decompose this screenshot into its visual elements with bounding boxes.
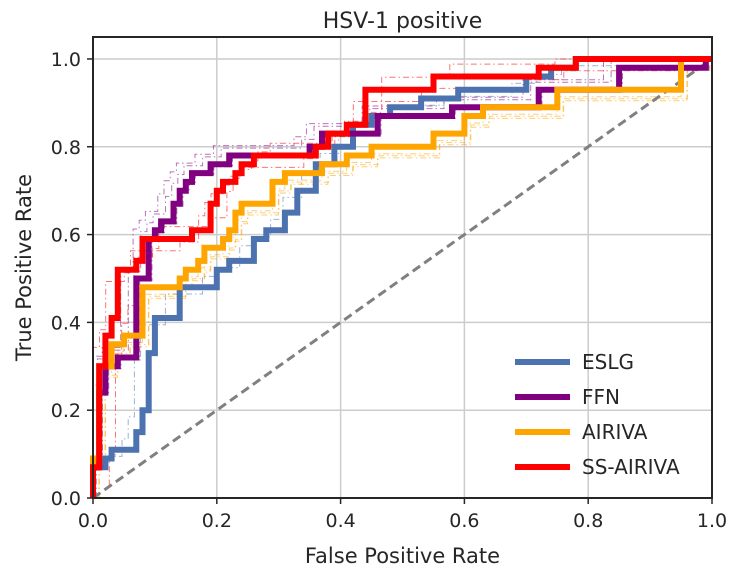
y-tick-label: 0.6 [51, 225, 81, 247]
axis-ticks: 0.0 0.2 0.4 0.6 0.8 1.0 0.0 0.2 0.4 0.6 0.8 1.0 [51, 49, 727, 532]
y-tick-label: 0.0 [51, 488, 81, 510]
x-tick-label: 0.8 [573, 510, 603, 532]
y-axis-title: True Positive Rate [12, 174, 36, 362]
y-tick-label: 0.8 [51, 137, 81, 159]
plot-frame [92, 36, 713, 499]
y-tick-label: 0.2 [51, 400, 81, 422]
legend-label-airiva: AIRIVA [582, 420, 648, 444]
y-tick-label: 1.0 [51, 49, 81, 71]
series-lines [90, 56, 713, 500]
x-tick-label: 0.6 [449, 510, 479, 532]
series-line-airiva [90, 56, 712, 498]
fold-curve-airiva [98, 67, 712, 498]
chart-title: HSV-1 positive [323, 9, 483, 34]
legend-label-eslg: ESLG [582, 350, 634, 374]
legend-label-ffn: FFN [582, 385, 620, 409]
x-tick-label: 0.4 [325, 510, 355, 532]
legend-label-ss-airiva: SS-AIRIVA [582, 455, 680, 479]
diagonal-reference-line [92, 57, 713, 500]
x-axis-title: False Positive Rate [305, 544, 500, 568]
x-tick-label: 0.2 [202, 510, 232, 532]
x-tick-label: 0.0 [78, 510, 108, 532]
y-tick-label: 0.4 [51, 312, 81, 334]
legend: ESLG FFN AIRIVA SS-AIRIVA [515, 350, 680, 479]
x-tick-label: 1.0 [697, 510, 727, 532]
series-line-ffn [90, 56, 712, 498]
fold-curve-airiva [98, 69, 712, 498]
series-line-eslg [90, 56, 712, 498]
series-line-ss-airiva [90, 56, 712, 498]
